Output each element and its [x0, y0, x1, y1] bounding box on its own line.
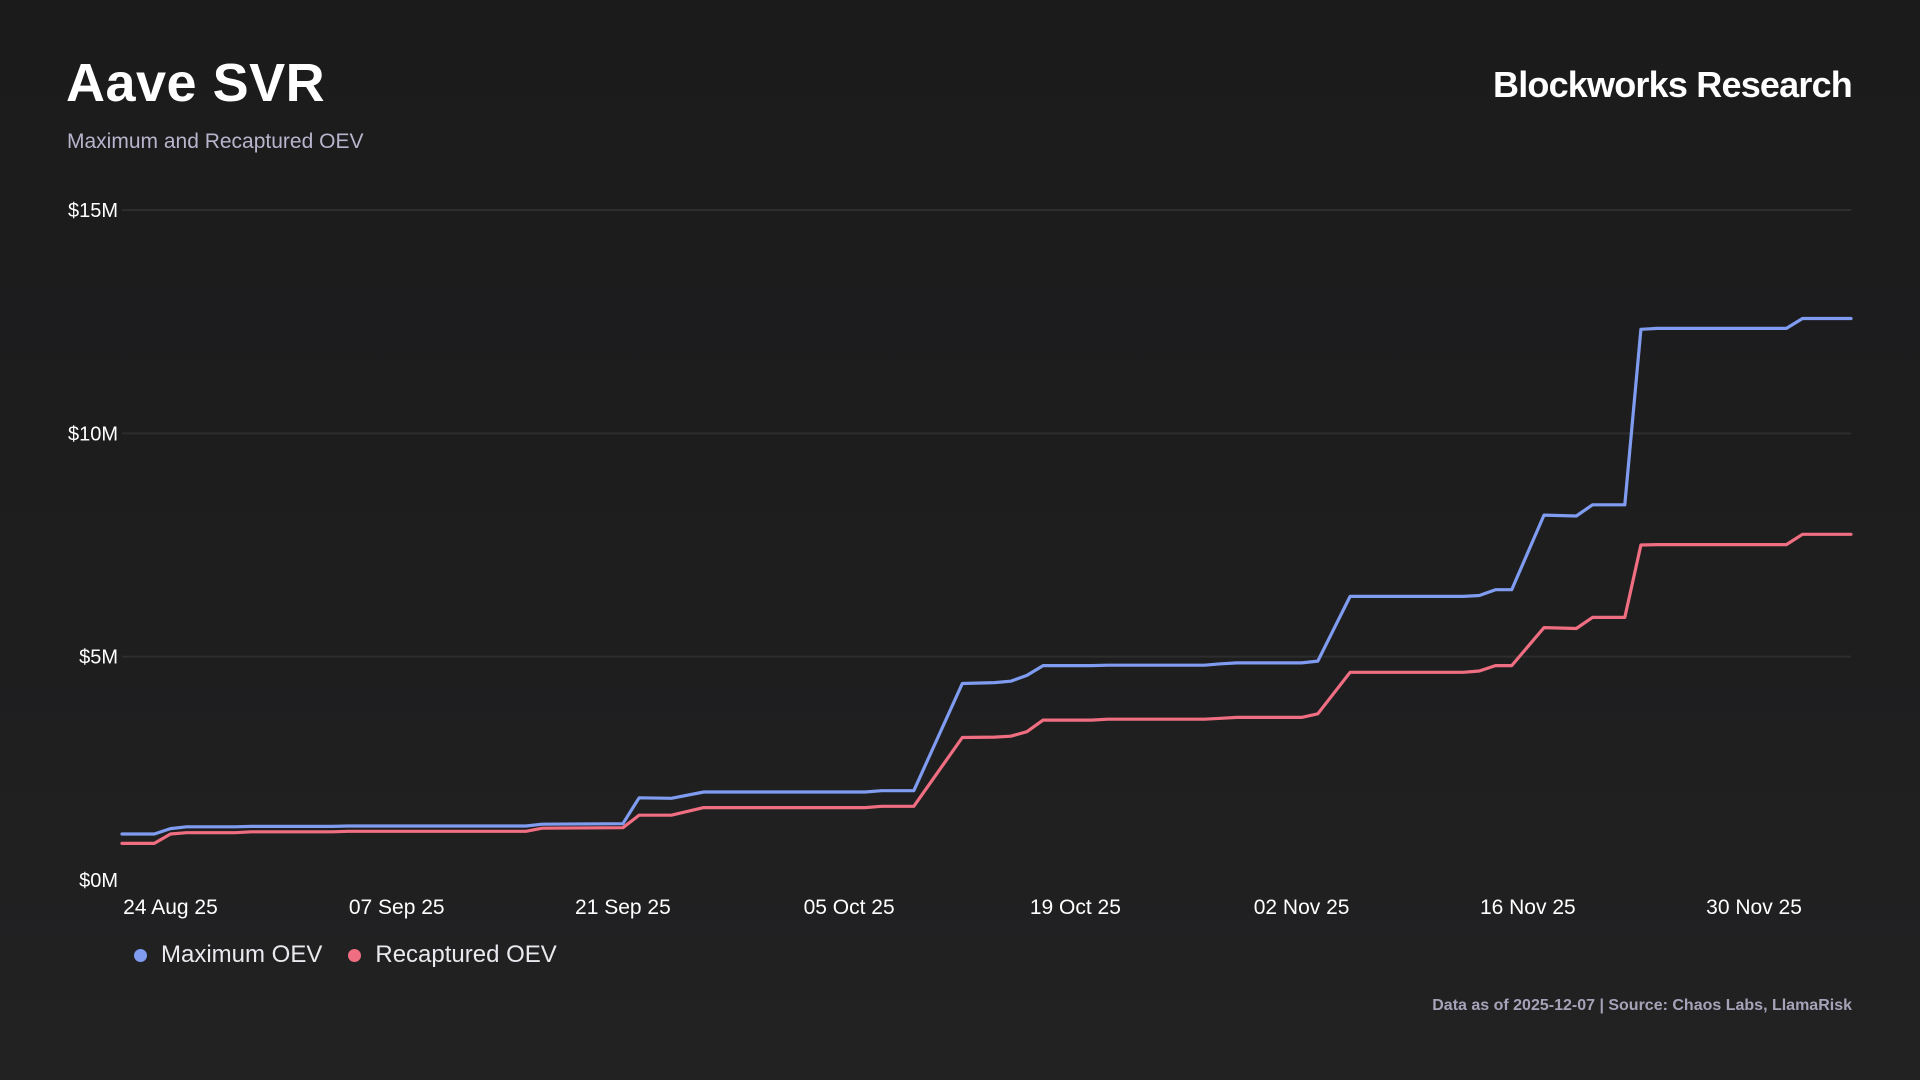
series-line-maximum-oev	[120, 316, 1853, 836]
x-tick-label: 24 Aug 25	[123, 896, 218, 919]
grid-lines	[122, 209, 1851, 658]
brand-logo: Blockworks Research	[1493, 64, 1853, 105]
x-tick-label: 30 Nov 25	[1706, 896, 1802, 919]
y-axis-ticks: $0M $5M $10M $15M	[68, 200, 118, 892]
page-title: Aave SVR	[66, 53, 326, 113]
series-line-recaptured-oev	[120, 532, 1853, 845]
x-tick-label: 07 Sep 25	[349, 896, 445, 919]
x-axis-ticks: 24 Aug 25 07 Sep 25 21 Sep 25 05 Oct 25 19 O…	[123, 896, 1802, 919]
legend-dot-recaptured-oev	[348, 948, 362, 962]
x-tick-label: 21 Sep 25	[575, 896, 671, 919]
y-tick-label: $0M	[79, 870, 118, 892]
legend-label-recaptured-oev: Recaptured OEV	[375, 941, 557, 968]
source-note: Data as of 2025-12-07 | Source: Chaos La…	[1432, 997, 1852, 1014]
x-tick-label: 02 Nov 25	[1254, 896, 1350, 919]
x-tick-label: 16 Nov 25	[1480, 896, 1576, 919]
legend-dot-maximum-oev	[134, 948, 147, 962]
y-tick-label: $15M	[68, 200, 118, 222]
x-tick-label: 19 Oct 25	[1030, 896, 1121, 919]
chart-legend: Maximum OEV Recaptured OEV	[134, 941, 583, 969]
y-tick-label: $10M	[68, 423, 118, 445]
legend-item-maximum-oev[interactable]: Maximum OEV	[134, 941, 322, 969]
y-tick-label: $5M	[79, 647, 118, 669]
series-lines	[120, 316, 1853, 845]
page-subtitle: Maximum and Recaptured OEV	[67, 130, 364, 153]
legend-label-maximum-oev: Maximum OEV	[161, 941, 323, 968]
legend-item-recaptured-oev[interactable]: Recaptured OEV	[348, 941, 557, 969]
x-tick-label: 05 Oct 25	[804, 896, 895, 919]
